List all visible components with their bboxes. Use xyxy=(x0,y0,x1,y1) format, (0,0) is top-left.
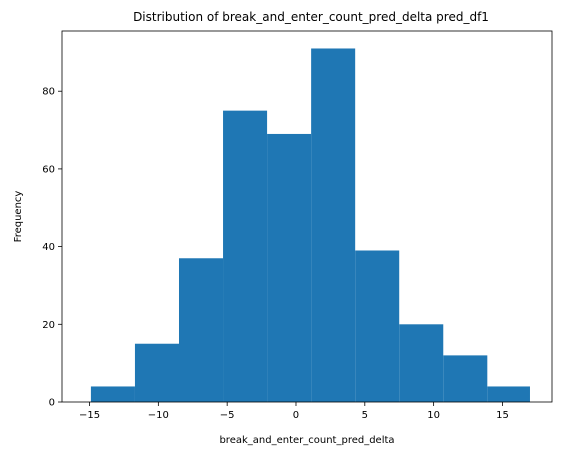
histogram-bar xyxy=(443,355,488,402)
histogram-bar xyxy=(223,110,268,403)
x-tick-label: 15 xyxy=(496,410,509,421)
y-tick-label: 20 xyxy=(42,320,55,331)
x-axis-ticks: −15 −10 −5 0 5 10 15 xyxy=(79,402,509,421)
histogram-bar xyxy=(487,386,530,402)
bars-group xyxy=(90,48,530,403)
plot-frame xyxy=(61,30,553,403)
x-tick-label: −15 xyxy=(79,410,100,421)
y-tick-label: 0 xyxy=(49,398,55,409)
y-axis-ticks: 0 20 40 60 80 xyxy=(42,87,62,409)
x-tick-label: −5 xyxy=(220,410,235,421)
histogram-bar xyxy=(355,250,400,402)
x-tick-label: 0 xyxy=(293,410,299,421)
histogram-bar xyxy=(178,258,224,402)
histogram-bar xyxy=(267,133,312,403)
histogram-bar xyxy=(90,386,135,402)
y-tick-label: 60 xyxy=(42,164,55,175)
x-axis-label: break_and_enter_count_pred_delta xyxy=(219,435,394,446)
histogram-bar xyxy=(399,324,444,402)
chart-title: Distribution of break_and_enter_count_pr… xyxy=(133,10,489,24)
y-tick-label: 80 xyxy=(42,87,55,98)
x-tick-label: −10 xyxy=(148,410,169,421)
y-axis-label: Frequency xyxy=(13,191,24,243)
y-tick-label: 40 xyxy=(42,242,55,253)
x-tick-label: 5 xyxy=(362,410,368,421)
x-tick-label: 10 xyxy=(427,410,440,421)
histogram-bar xyxy=(311,48,356,402)
histogram-bar xyxy=(134,343,179,402)
